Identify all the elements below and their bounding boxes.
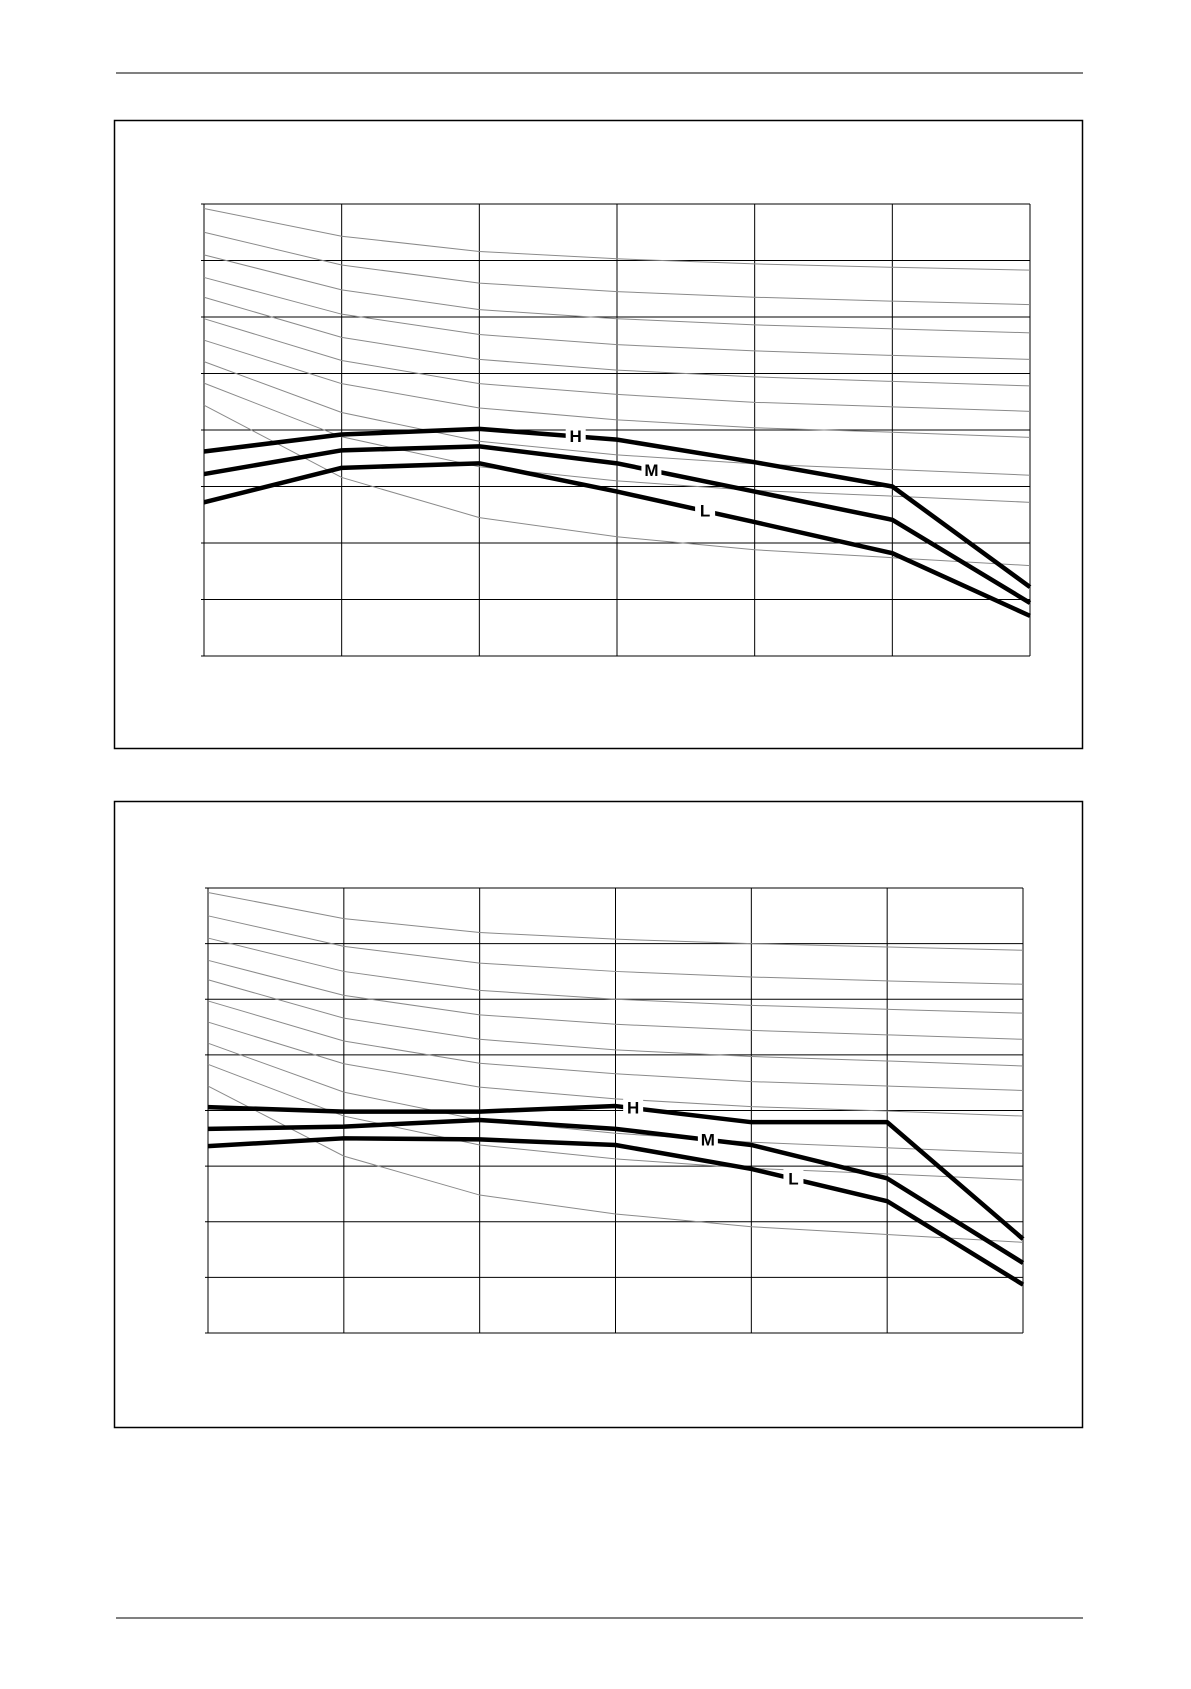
- system-curve: [207, 1085, 1024, 1243]
- system-curve: [207, 915, 1024, 985]
- label-bg: [565, 426, 586, 447]
- label-bg: [783, 1168, 804, 1189]
- system-curve: [203, 231, 1031, 306]
- label-bg: [695, 501, 716, 522]
- chart-frame: [113, 119, 1084, 750]
- system-curve: [203, 254, 1031, 334]
- series-label: L: [788, 1169, 798, 1188]
- system-curve: [207, 1021, 1024, 1117]
- system-curve: [207, 1063, 1024, 1181]
- system-curve: [207, 937, 1024, 1014]
- system-curve: [207, 979, 1024, 1067]
- chart-frame: [113, 800, 1084, 1429]
- system-curve: [207, 1000, 1024, 1091]
- system-curve: [203, 276, 1031, 360]
- fan-speed-line: [207, 1117, 1025, 1265]
- fan-speed-line: [203, 461, 1031, 618]
- system-curve: [207, 959, 1024, 1040]
- label-bg: [697, 1129, 718, 1150]
- label-bg: [641, 460, 662, 481]
- series-label: M: [644, 461, 658, 480]
- fan-speed-line: [207, 1136, 1025, 1287]
- system-curve: [203, 339, 1031, 438]
- series-label: H: [570, 427, 582, 446]
- label-bg: [623, 1098, 644, 1119]
- fan-speed-line: [203, 426, 1032, 589]
- series-label: M: [701, 1130, 715, 1149]
- system-curve: [203, 208, 1031, 271]
- system-curve: [203, 361, 1031, 476]
- system-curve: [203, 318, 1031, 412]
- system-curve: [207, 1042, 1024, 1154]
- system-curve: [203, 296, 1031, 387]
- series-label: H: [627, 1099, 639, 1118]
- system-curve: [203, 404, 1031, 567]
- fan-speed-line: [203, 444, 1032, 605]
- system-curve: [207, 891, 1024, 951]
- series-label: L: [700, 502, 710, 521]
- fan-speed-line: [207, 1103, 1025, 1241]
